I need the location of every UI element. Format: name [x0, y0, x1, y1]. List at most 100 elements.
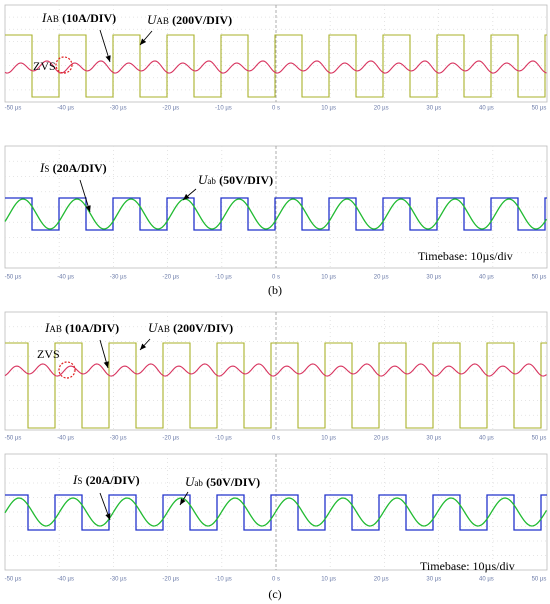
trace-label: UAB (200V/DIV) — [148, 320, 233, 335]
x-tick-label: -10 µs — [215, 577, 232, 583]
trace-scale: (20A/DIV) — [86, 473, 140, 487]
timebase-label: Timebase: 10µs/div — [420, 559, 515, 573]
trace-symbol: I — [39, 160, 45, 175]
current-trace — [4, 198, 548, 230]
trace-subscript: AB — [46, 14, 59, 24]
timebase-label: Timebase: 10µs/div — [418, 249, 513, 263]
zvs-marker — [55, 56, 73, 74]
x-tick-label: 50 µs — [532, 436, 547, 442]
arrow — [179, 491, 189, 506]
trace-scale: (200V/DIV) — [173, 321, 233, 335]
x-tick-label: 40 µs — [479, 106, 494, 112]
x-tick-label: 10 µs — [321, 275, 336, 281]
trace-scale: (200V/DIV) — [172, 13, 232, 27]
trace-subscript: ab — [194, 478, 203, 488]
x-tick-label: 10 µs — [321, 106, 336, 112]
x-tick-label: 30 µs — [426, 436, 441, 442]
trace-scale: (10A/DIV) — [65, 321, 119, 335]
x-tick-label: -40 µs — [57, 436, 74, 442]
x-tick-label: 50 µs — [532, 106, 547, 112]
trace-subscript: S — [77, 476, 82, 486]
x-tick-label: -50 µs — [5, 275, 22, 281]
trace-label: UAB (200V/DIV) — [147, 12, 232, 27]
trace-symbol: U — [148, 320, 159, 335]
x-tick-label: 40 µs — [479, 275, 494, 281]
x-tick-label: 20 µs — [374, 106, 389, 112]
x-tick-label: 0 s — [272, 106, 280, 112]
arrow — [79, 179, 91, 213]
zvs-marker — [58, 361, 76, 379]
zvs-label: ZVS — [37, 347, 60, 361]
x-tick-label: -20 µs — [162, 275, 179, 281]
x-tick-label: -30 µs — [110, 106, 127, 112]
arrow — [99, 339, 109, 369]
x-tick-label: 40 µs — [479, 436, 494, 442]
trace-subscript: AB — [49, 324, 62, 334]
trace-scale: (50V/DIV) — [206, 475, 260, 489]
trace-subscript: ab — [207, 176, 216, 186]
trace-subscript: AB — [157, 324, 170, 334]
x-tick-label: 30 µs — [426, 577, 441, 583]
x-tick-label: 40 µs — [479, 577, 494, 583]
arrow — [139, 338, 151, 351]
x-tick-label: 10 µs — [321, 577, 336, 583]
x-tick-label: -40 µs — [57, 577, 74, 583]
trace-symbol: I — [44, 320, 50, 335]
arrow — [182, 188, 197, 201]
x-tick-label: 20 µs — [374, 436, 389, 442]
x-tick-label: 0 s — [272, 436, 280, 442]
current-trace — [4, 497, 548, 527]
arrow — [99, 492, 111, 521]
trace-subscript: S — [44, 164, 49, 174]
x-tick-label: 50 µs — [532, 275, 547, 281]
voltage-trace — [5, 34, 547, 98]
x-tick-label: 0 s — [272, 275, 280, 281]
trace-scale: (20A/DIV) — [53, 161, 107, 175]
trace-label: Uab (50V/DIV) — [198, 172, 273, 187]
trace-scale: (10A/DIV) — [62, 11, 116, 25]
x-tick-label: -50 µs — [5, 436, 22, 442]
voltage-trace — [5, 342, 547, 429]
x-tick-label: -10 µs — [215, 275, 232, 281]
x-tick-label: 20 µs — [374, 577, 389, 583]
arrow — [99, 29, 111, 63]
x-tick-label: -50 µs — [5, 577, 22, 583]
voltage-trace — [5, 494, 547, 531]
x-tick-label: -30 µs — [110, 275, 127, 281]
trace-label: Uab (50V/DIV) — [185, 474, 260, 489]
figure-caption: (c) — [268, 587, 281, 601]
voltage-trace — [5, 197, 547, 231]
arrow — [139, 30, 153, 46]
current-trace — [4, 60, 547, 74]
trace-label: IAB (10A/DIV) — [41, 10, 116, 25]
trace-symbol: I — [72, 472, 78, 487]
x-tick-label: -10 µs — [215, 106, 232, 112]
x-tick-label: 0 s — [272, 577, 280, 583]
trace-symbol: U — [185, 474, 196, 489]
zvs-label: ZVS — [33, 59, 56, 73]
trace-label: IS (20A/DIV) — [72, 472, 140, 487]
x-tick-label: 20 µs — [374, 275, 389, 281]
x-tick-label: -40 µs — [57, 106, 74, 112]
x-tick-label: 10 µs — [321, 436, 336, 442]
x-tick-label: -10 µs — [215, 436, 232, 442]
current-trace — [4, 363, 547, 377]
x-tick-label: -20 µs — [162, 436, 179, 442]
trace-subscript: AB — [156, 16, 169, 26]
x-tick-label: 30 µs — [426, 106, 441, 112]
x-tick-label: -30 µs — [110, 436, 127, 442]
x-tick-label: -50 µs — [5, 106, 22, 112]
trace-symbol: I — [41, 10, 47, 25]
trace-label: IS (20A/DIV) — [39, 160, 107, 175]
x-tick-label: -30 µs — [110, 577, 127, 583]
trace-scale: (50V/DIV) — [219, 173, 273, 187]
trace-symbol: U — [147, 12, 158, 27]
trace-symbol: U — [198, 172, 209, 187]
x-tick-label: 30 µs — [426, 275, 441, 281]
x-tick-label: -20 µs — [162, 106, 179, 112]
x-tick-label: 50 µs — [532, 577, 547, 583]
x-tick-label: -40 µs — [57, 275, 74, 281]
figure-caption: (b) — [268, 283, 282, 297]
